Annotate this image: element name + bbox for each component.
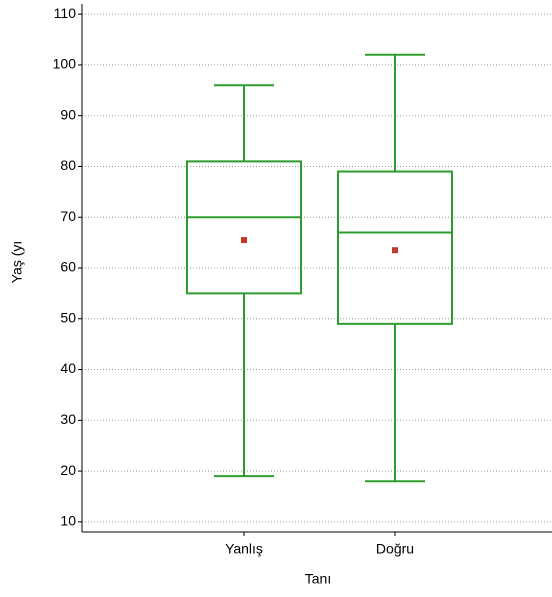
y-axis-label: Yaş (yı xyxy=(9,241,25,284)
y-tick-label: 110 xyxy=(54,5,77,21)
box xyxy=(186,160,302,295)
y-tick-label: 80 xyxy=(60,157,76,173)
y-tick-label: 50 xyxy=(60,309,76,325)
y-tick-label: 10 xyxy=(60,513,76,529)
y-tick-label: 60 xyxy=(60,259,76,275)
y-tick-label: 40 xyxy=(60,360,76,376)
y-tick-label: 30 xyxy=(60,411,76,427)
mean xyxy=(392,247,398,254)
y-tick-label: 70 xyxy=(60,208,76,224)
x-axis-label: Tanı xyxy=(305,571,331,587)
y-tick-label: 20 xyxy=(60,462,76,478)
x-tick-label: Doğru xyxy=(376,541,414,557)
x-tick-label: Yanlış xyxy=(225,541,263,557)
mean xyxy=(241,237,247,244)
y-tick-label: 100 xyxy=(53,56,77,72)
box xyxy=(337,170,453,325)
y-tick-label: 90 xyxy=(60,106,76,122)
